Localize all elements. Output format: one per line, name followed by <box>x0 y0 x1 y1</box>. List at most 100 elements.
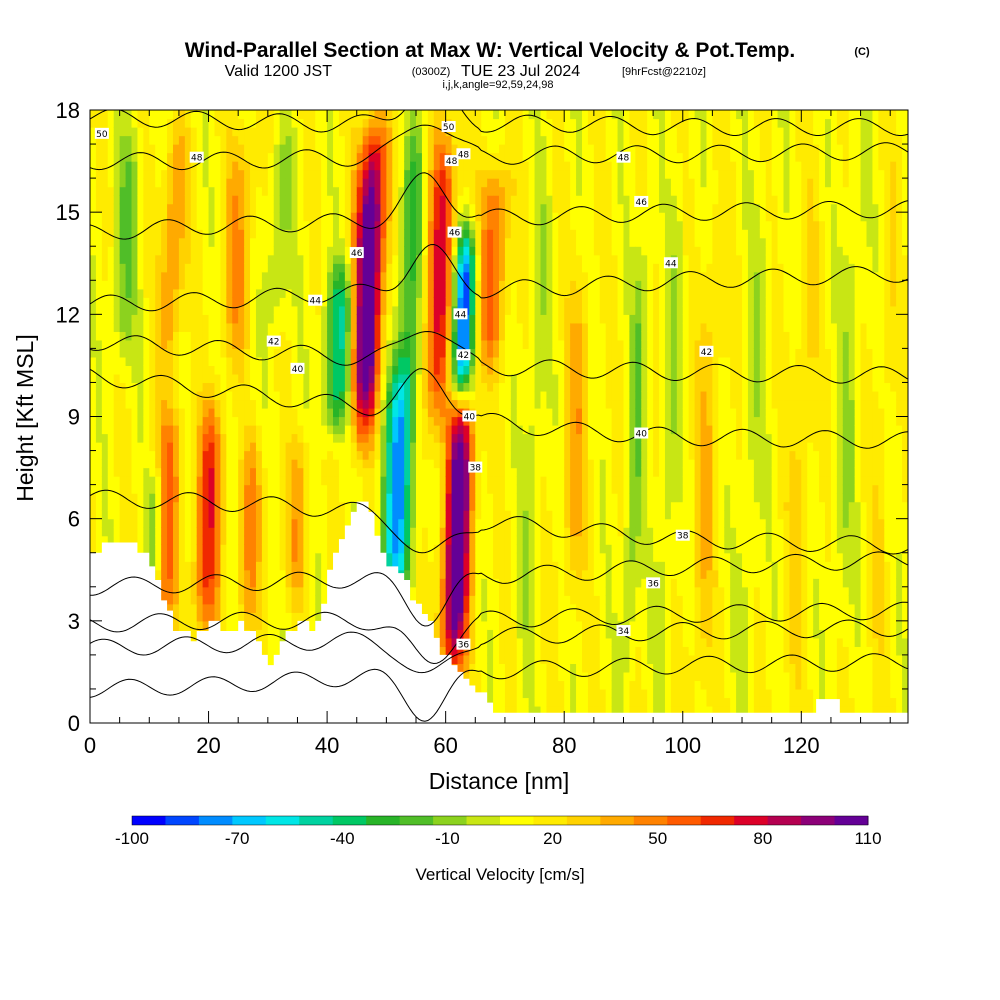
w-cell <box>457 569 465 579</box>
w-cell <box>261 586 269 596</box>
w-cell <box>333 195 340 205</box>
w-cell <box>338 348 346 358</box>
w-cell <box>451 561 459 571</box>
w-cell <box>463 322 470 332</box>
w-cell <box>285 161 293 171</box>
w-cell <box>119 118 127 128</box>
w-cell <box>226 195 233 205</box>
w-cell <box>273 127 281 137</box>
w-cell <box>356 118 364 128</box>
w-cell <box>445 178 453 188</box>
w-cell <box>101 390 109 401</box>
w-cell <box>178 314 186 324</box>
w-cell <box>410 110 417 120</box>
w-cell <box>273 348 281 358</box>
w-cell <box>439 365 447 375</box>
w-cell <box>101 246 109 256</box>
w-cell <box>481 450 488 460</box>
w-cell <box>333 118 340 128</box>
w-cell <box>90 127 97 137</box>
w-cell <box>475 586 482 596</box>
w-cell <box>309 178 316 188</box>
w-cell <box>220 297 227 307</box>
w-cell <box>255 110 263 120</box>
w-cell <box>172 297 180 307</box>
w-cell <box>362 442 370 452</box>
w-cell <box>469 237 476 247</box>
w-cell <box>356 433 364 443</box>
w-cell <box>208 118 216 128</box>
w-cell <box>344 169 352 179</box>
w-cell <box>433 399 441 409</box>
w-cell <box>445 535 453 545</box>
w-cell <box>250 220 257 230</box>
w-cell <box>374 484 382 494</box>
w-cell <box>196 271 204 281</box>
w-cell <box>119 433 127 443</box>
w-cell <box>416 535 423 545</box>
w-cell <box>202 297 210 307</box>
w-cell <box>261 161 269 171</box>
w-cell <box>208 271 216 281</box>
w-cell <box>386 518 393 528</box>
w-cell <box>238 288 245 298</box>
w-cell <box>309 118 316 128</box>
w-cell <box>137 373 144 384</box>
w-cell <box>167 603 174 613</box>
w-cell <box>161 127 168 137</box>
w-cell <box>433 144 441 154</box>
w-cell <box>190 433 198 443</box>
w-cell <box>392 229 399 239</box>
w-cell <box>386 552 393 562</box>
w-cell <box>208 433 216 443</box>
w-cell <box>392 178 399 188</box>
w-cell <box>238 501 245 511</box>
w-cell <box>487 246 494 256</box>
w-cell <box>190 586 198 596</box>
w-cell <box>487 373 494 384</box>
w-cell <box>172 339 180 349</box>
w-cell <box>131 339 139 349</box>
w-cell <box>214 271 222 281</box>
w-cell <box>161 288 168 298</box>
w-cell <box>238 459 245 469</box>
w-cell <box>172 237 180 247</box>
w-cell <box>344 186 352 196</box>
w-cell <box>410 288 417 298</box>
w-cell <box>119 203 127 213</box>
w-cell <box>475 212 482 222</box>
w-cell <box>439 161 447 171</box>
w-cell <box>410 390 417 401</box>
w-cell <box>184 178 192 188</box>
w-cell <box>368 476 376 486</box>
w-cell <box>285 450 293 460</box>
w-cell <box>261 118 269 128</box>
w-cell <box>344 297 352 307</box>
w-cell <box>350 314 358 324</box>
w-cell <box>350 229 358 239</box>
w-cell <box>107 271 115 281</box>
w-cell <box>463 246 470 256</box>
w-cell <box>487 229 494 239</box>
w-cell <box>178 331 186 341</box>
w-cell <box>327 110 334 120</box>
w-cell <box>481 425 488 435</box>
w-cell <box>149 416 156 426</box>
w-cell <box>416 135 423 145</box>
w-cell <box>463 399 470 409</box>
w-cell <box>285 152 293 162</box>
w-cell <box>427 586 435 596</box>
w-cell <box>327 399 334 409</box>
w-cell <box>309 476 316 486</box>
w-cell <box>303 212 310 222</box>
w-cell <box>481 578 488 588</box>
w-cell <box>143 459 150 469</box>
w-cell <box>303 339 310 349</box>
w-cell <box>261 271 269 281</box>
w-cell <box>279 288 287 298</box>
w-cell <box>309 110 316 120</box>
w-cell <box>125 314 133 324</box>
w-cell <box>95 169 103 179</box>
w-cell <box>362 144 370 154</box>
w-cell <box>95 254 103 264</box>
